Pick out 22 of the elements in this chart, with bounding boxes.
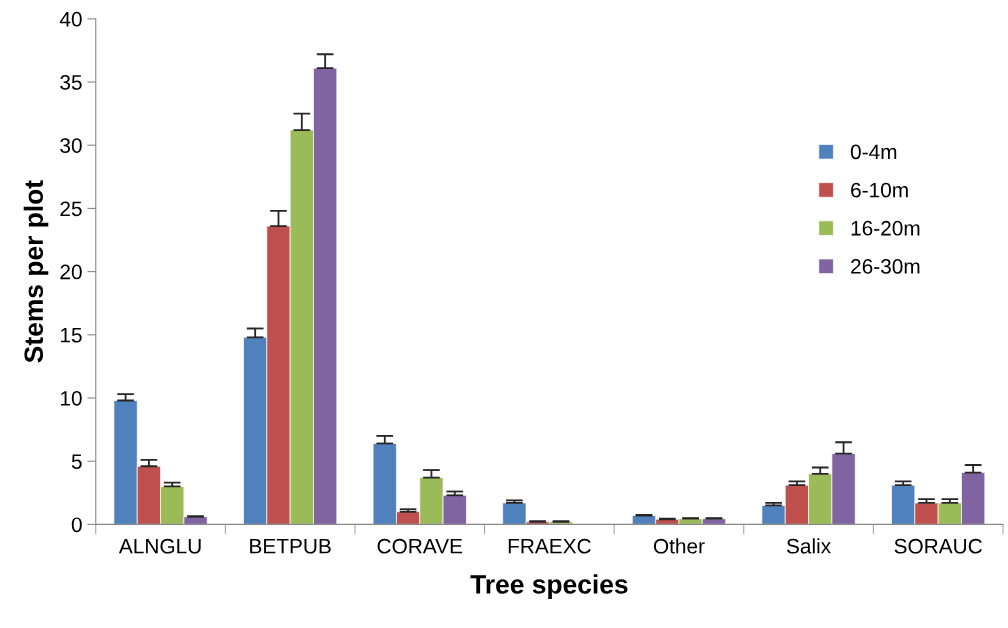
x-tick-label: BETPUB (250, 539, 331, 554)
y-tick-label: 30 (60, 138, 82, 153)
x-tick-label: Other (653, 538, 705, 554)
y-tick-label: 40 (59, 11, 82, 27)
legend-label: 6-10m (851, 182, 908, 198)
y-axis-title: Stems per plot (23, 180, 49, 363)
y-tick-label: 15 (60, 328, 82, 343)
legend-label: 16-20m (851, 220, 920, 236)
legend-label: 0-4m (850, 144, 897, 160)
x-tick-label: ALNGLU (118, 538, 201, 554)
y-tick-label: 35 (60, 75, 82, 90)
x-tick-label: FRAEXC (508, 538, 591, 554)
x-tick-label: SORAUC (894, 538, 982, 554)
x-tick-label: Salix (786, 538, 831, 554)
x-axis-title: Tree species (470, 574, 628, 599)
y-tick-label: 25 (60, 201, 82, 217)
y-tick-label: 20 (60, 264, 82, 280)
legend-label: 26-30m (851, 259, 920, 274)
y-tick-label: 5 (71, 454, 82, 469)
y-tick-label: 10 (60, 391, 82, 406)
x-tick-label: CORAVE (377, 538, 463, 554)
y-tick-label: 0 (71, 517, 82, 533)
